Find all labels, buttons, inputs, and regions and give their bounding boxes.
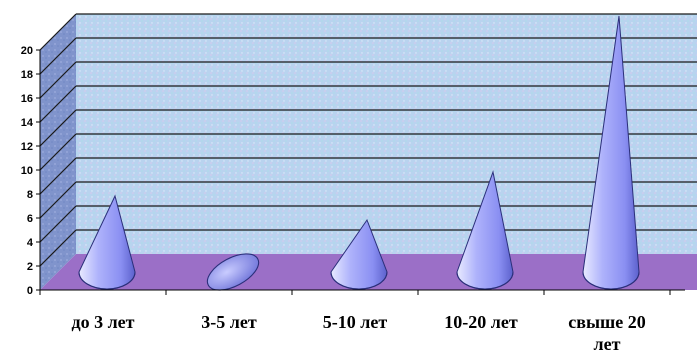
y-tick-label: 2 [27,261,33,273]
y-tick-label: 0 [27,285,33,297]
y-tick-label: 16 [21,93,33,105]
x-axis-ticks [40,290,670,295]
x-tick-label: до 3 лет [43,311,163,333]
y-axis: 0 2 4 6 8 10 12 14 16 18 20 [21,45,40,297]
y-tick-label: 14 [21,117,34,129]
y-tick-label: 6 [27,213,33,225]
x-tick-label: 5-10 лет [295,311,415,333]
y-tick-label: 18 [21,69,33,81]
x-tick-label: 10-20 лет [421,311,541,333]
x-tick-label: свыше 20 лет [557,311,657,355]
y-tick-label: 4 [27,237,34,249]
y-tick-label: 10 [21,165,33,177]
y-tick-label: 8 [27,189,33,201]
y-tick-label: 12 [21,141,33,153]
x-tick-label: 3-5 лет [169,311,289,333]
y-tick-label: 20 [21,45,33,57]
